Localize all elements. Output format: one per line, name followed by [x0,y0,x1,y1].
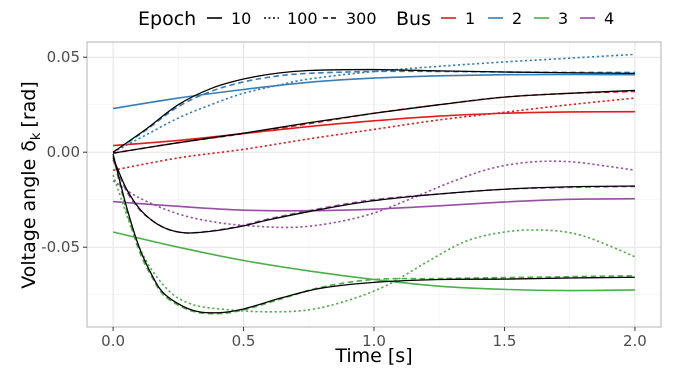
y-tick-label: 0.00 [47,143,80,161]
legend-label-bus-2: 2 [512,9,522,28]
y-tick-label: 0.05 [47,48,80,66]
y-axis-title-prefix: Voltage angle [18,159,40,289]
series-layer [112,53,636,315]
series-line-bus-3-epoch-ref [112,153,635,314]
legend-label-epoch-300: 300 [346,9,377,28]
legend-label-bus-4: 4 [604,9,614,28]
legend: Epoch 10 100 300 Bus 1 2 3 4 [138,8,614,30]
y-axis-title: Voltage angle δk [rad] [18,81,44,289]
y-axis-title-subscript: k [29,132,44,140]
x-tick-label: 1.5 [493,332,517,350]
x-tick-label: 0.0 [101,332,125,350]
x-axis-ticks: 0.0 0.5 1.0 1.5 2.0 [101,327,647,350]
y-axis-title-unit: [rad] [18,81,40,127]
series-line-bus-4-epoch-10 [113,197,635,212]
series-line-bus-2-epoch-ref [112,68,635,153]
x-tick-label: 2.0 [623,332,647,350]
y-tick-label: -0.05 [41,238,80,256]
x-axis-title: Time [s] [334,345,412,367]
series-line-bus-2-epoch-100 [112,53,635,153]
series-line-bus-4-epoch-ref [112,157,635,234]
series-line-bus-1-epoch-100 [112,97,635,172]
x-tick-label: 1.0 [362,332,386,350]
legend-epoch-title: Epoch [138,8,196,30]
legend-label-bus-1: 1 [465,9,475,28]
series-line-bus-1-epoch-10 [113,110,635,147]
series-line-bus-3-epoch-300 [112,155,635,315]
series-line-bus-3-epoch-100 [112,174,636,313]
series-line-bus-2-epoch-10 [112,73,635,110]
series-line-bus-1-epoch-ref [112,89,635,154]
y-axis-title-symbol: δ [18,140,40,152]
legend-label-bus-3: 3 [558,9,568,28]
x-tick-label: 0.5 [232,332,256,350]
series-line-bus-3-epoch-10 [112,231,635,292]
legend-label-epoch-10: 10 [231,9,251,28]
y-axis-ticks: -0.05 0.00 0.05 [41,48,87,256]
legend-bus-title: Bus [396,8,431,30]
legend-label-epoch-100: 100 [287,9,318,28]
